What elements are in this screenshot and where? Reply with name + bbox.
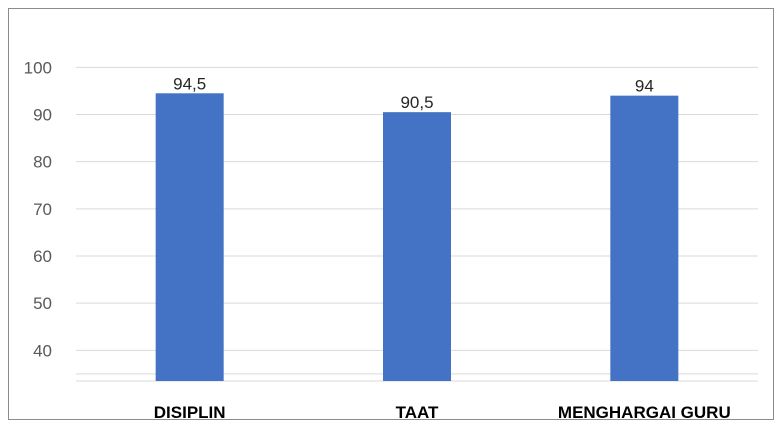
data-label: 94,5: [173, 74, 206, 93]
bars: [155, 93, 679, 382]
y-axis-ticks: 40 50 60 70 80 90 100: [24, 58, 52, 360]
data-label: 90,5: [400, 93, 433, 112]
bar-0: [155, 93, 224, 381]
y-tick-label: 80: [33, 153, 52, 172]
y-tick-label: 40: [33, 341, 52, 360]
bar-2: [610, 95, 679, 382]
category-label: DISIPLIN: [154, 403, 226, 421]
y-tick-label: 90: [33, 106, 52, 125]
data-labels: 94,5 90,5 94: [173, 74, 654, 112]
y-tick-label: 70: [33, 200, 52, 219]
data-label: 94: [635, 77, 654, 96]
y-tick-label: 100: [24, 58, 52, 77]
category-label: MENGHARGAI GURU: [558, 403, 731, 421]
bar-1: [383, 112, 451, 381]
category-label: TAAT: [396, 403, 439, 421]
y-tick-label: 60: [33, 247, 52, 266]
y-tick-label: 50: [33, 294, 52, 313]
category-labels: DISIPLIN TAAT MENGHARGAI GURU: [154, 403, 731, 421]
